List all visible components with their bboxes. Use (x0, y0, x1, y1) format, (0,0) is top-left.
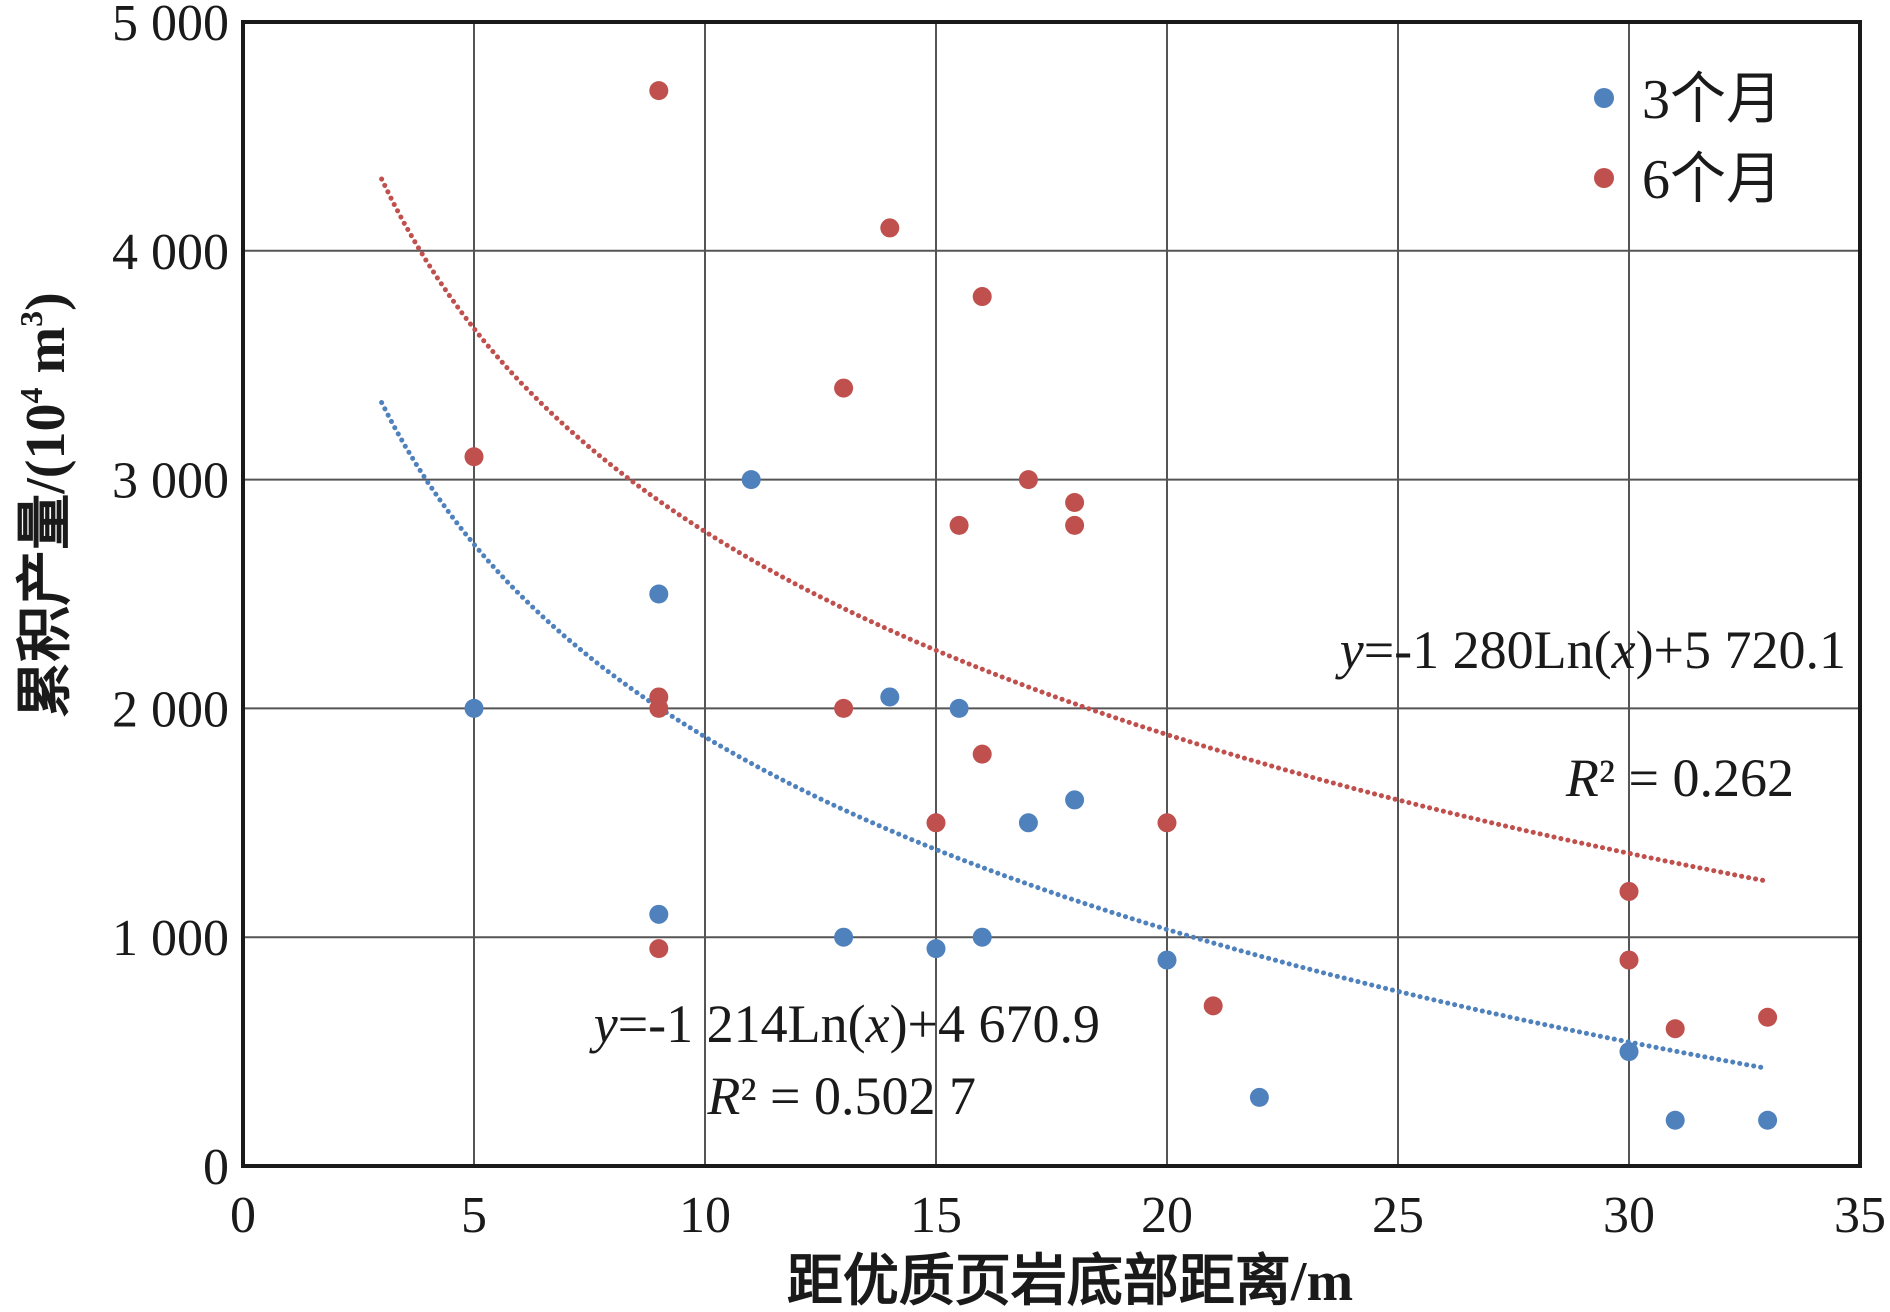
data-point-series-0 (926, 939, 946, 959)
data-point-series-1 (1758, 1007, 1778, 1027)
x-tick-label: 15 (910, 1187, 962, 1244)
x-tick-label: 0 (230, 1187, 256, 1244)
data-point-series-0 (1018, 813, 1038, 833)
data-point-series-1 (949, 515, 969, 535)
data-point-series-0 (1665, 1110, 1685, 1130)
x-axis-ticks: 0 5 10 15 20 25 30 35 (230, 1187, 1886, 1244)
r2-3-rest: ² = 0.502 7 (740, 1066, 976, 1126)
r2-3-R: R (706, 1066, 740, 1126)
eq6-x: x (1611, 620, 1636, 680)
trendlines (379, 176, 1771, 1071)
legend: 3个月 6个月 (1594, 69, 1782, 211)
data-point-series-0 (741, 470, 761, 490)
grid-lines (243, 22, 1860, 1166)
x-tick-label: 25 (1372, 1187, 1424, 1244)
eq3-mid: =-1 214Ln( (618, 994, 866, 1054)
data-point-series-0 (649, 584, 669, 604)
data-point-series-1 (972, 744, 992, 764)
y-tick-label: 2 000 (112, 681, 229, 738)
data-point-series-0 (1758, 1110, 1778, 1130)
data-point-series-1 (1665, 1019, 1685, 1039)
y-tick-label: 4 000 (112, 224, 229, 281)
y-axis-ticks: 0 1 000 2 000 3 000 4 000 5 000 (112, 0, 229, 1196)
eq6-mid: =-1 280Ln( (1364, 620, 1612, 680)
y-axis-title: 累积产量/(104 m3) (13, 292, 77, 718)
eq3-y: y (589, 994, 618, 1054)
data-point-series-1 (1203, 996, 1223, 1016)
data-point-series-1 (464, 447, 484, 467)
data-point-series-0 (972, 927, 992, 947)
data-point-series-1 (649, 81, 669, 101)
data-point-series-0 (880, 687, 900, 707)
y-tick-label: 3 000 (112, 453, 229, 510)
data-point-series-1 (1619, 950, 1639, 970)
r2-6-R: R (1565, 748, 1599, 808)
data-point-series-1 (1018, 470, 1038, 490)
data-point-series-0 (464, 698, 484, 718)
r2-6-rest: ² = 0.262 (1599, 748, 1794, 808)
data-point-series-1 (834, 378, 854, 398)
y-axis-title-sup2: 3 (13, 311, 49, 327)
data-point-series-1 (1065, 492, 1085, 512)
data-points (464, 81, 1778, 1130)
x-tick-label: 5 (461, 1187, 487, 1244)
legend-label-6-months: 6个月 (1642, 149, 1782, 211)
y-axis-title-mid: m (15, 327, 77, 388)
data-point-series-1 (972, 287, 992, 307)
equation-3-months: y=-1 214Ln(x)+4 670.9 (589, 994, 1100, 1054)
y-tick-label: 0 (203, 1139, 229, 1196)
plot-area-frame (241, 20, 1862, 1168)
legend-marker-3-months (1594, 88, 1614, 108)
legend-marker-6-months (1594, 168, 1614, 188)
trendline-series-1 (379, 176, 1771, 884)
x-tick-label: 35 (1834, 1187, 1886, 1244)
y-tick-label: 5 000 (112, 0, 229, 52)
data-point-series-0 (1619, 1042, 1639, 1062)
data-point-series-1 (834, 698, 854, 718)
data-point-series-0 (1065, 790, 1085, 810)
data-point-series-0 (1157, 950, 1177, 970)
data-point-series-0 (1249, 1087, 1269, 1107)
eq3-x: x (865, 994, 890, 1054)
data-point-series-1 (1157, 813, 1177, 833)
data-point-series-0 (834, 927, 854, 947)
trendline-series-0 (379, 400, 1771, 1071)
eq6-y: y (1335, 620, 1364, 680)
x-tick-label: 20 (1141, 1187, 1193, 1244)
data-point-series-0 (649, 904, 669, 924)
y-axis-title-main: 累积产量/(10 (15, 404, 77, 718)
data-point-series-1 (1619, 881, 1639, 901)
x-tick-label: 30 (1603, 1187, 1655, 1244)
r2-6-months: R² = 0.262 (1565, 748, 1794, 808)
data-point-series-1 (926, 813, 946, 833)
y-axis-title-sup1: 4 (13, 388, 49, 404)
data-point-series-1 (1065, 515, 1085, 535)
x-tick-label: 10 (679, 1187, 731, 1244)
eq6-end: )+5 720.1 (1636, 620, 1846, 680)
x-axis-title: 距优质页岩底部距离/m (787, 1251, 1353, 1312)
data-point-series-1 (649, 698, 669, 718)
equation-6-months: y=-1 280Ln(x)+5 720.1 (1335, 620, 1846, 680)
data-point-series-0 (949, 698, 969, 718)
y-tick-label: 1 000 (112, 910, 229, 967)
legend-label-3-months: 3个月 (1642, 69, 1782, 131)
r2-3-months: R² = 0.502 7 (706, 1066, 976, 1126)
data-point-series-1 (880, 218, 900, 238)
eq3-end: )+4 670.9 (890, 994, 1100, 1054)
data-point-series-1 (649, 939, 669, 959)
y-axis-title-end: ) (15, 292, 77, 311)
